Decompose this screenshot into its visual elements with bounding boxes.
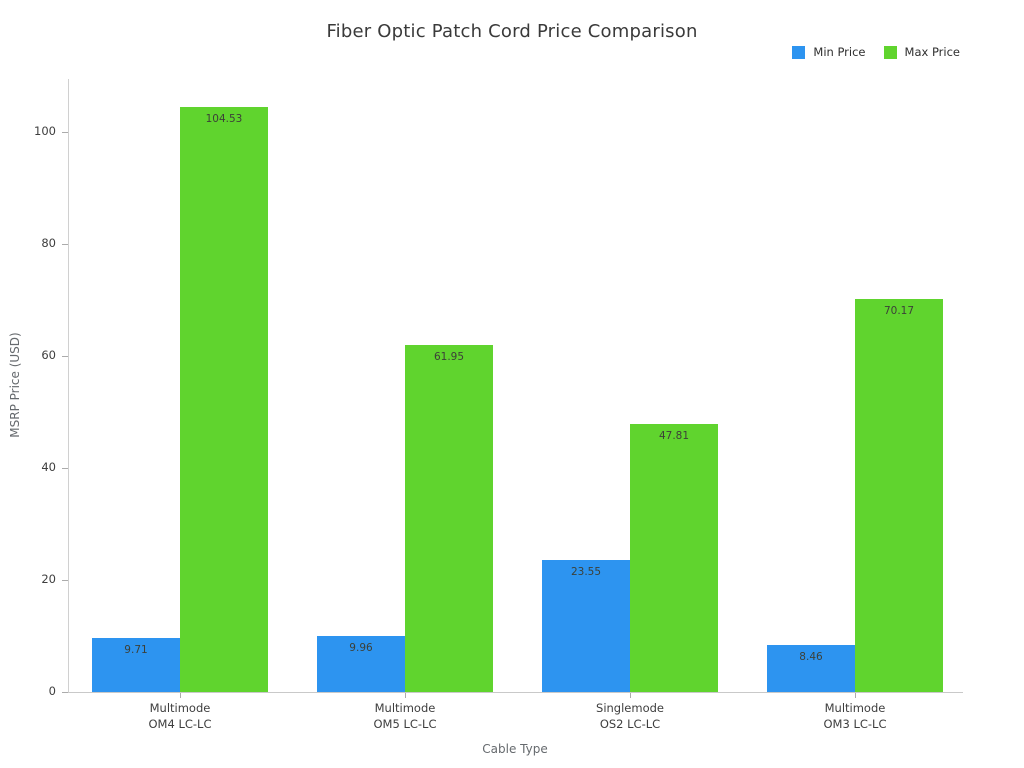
x-tick-label: Singlemode OS2 LC-LC	[596, 701, 664, 731]
bar-value-label: 61.95	[433, 351, 465, 363]
x-axis-label: Cable Type	[482, 742, 548, 756]
legend-item-min-price: Min Price	[792, 45, 866, 59]
x-tick-label: Multimode OM5 LC-LC	[373, 701, 437, 731]
x-tick-label: Multimode OM3 LC-LC	[823, 701, 887, 731]
y-tick-mark	[62, 580, 68, 582]
bar-value-label: 70.17	[883, 305, 915, 317]
bar-min-price	[317, 636, 405, 692]
legend: Min Price Max Price	[792, 45, 960, 59]
y-tick-label: 0	[48, 684, 56, 698]
y-tick-mark	[62, 132, 68, 134]
legend-label: Max Price	[904, 45, 960, 59]
y-tick-mark	[62, 244, 68, 246]
x-tick-mark	[630, 693, 631, 698]
legend-item-max-price: Max Price	[883, 45, 960, 59]
bar-value-label: 47.81	[658, 430, 690, 442]
bar-max-price	[180, 107, 268, 692]
x-tick-mark	[180, 693, 181, 698]
y-tick-mark	[62, 356, 68, 358]
bar-min-price	[92, 638, 180, 692]
x-tick-mark	[405, 693, 406, 698]
x-tick-mark	[855, 693, 856, 698]
bar-min-price	[542, 560, 630, 692]
legend-label: Min Price	[813, 45, 866, 59]
y-tick-label: 40	[41, 460, 56, 475]
y-tick-label: 60	[41, 348, 56, 363]
chart-title: Fiber Optic Patch Cord Price Comparison	[326, 21, 698, 42]
y-tick-label: 100	[34, 124, 56, 139]
bar-value-label: 23.55	[570, 566, 602, 578]
bar-value-label: 9.96	[349, 642, 373, 654]
plot-area	[68, 79, 963, 693]
y-tick-mark	[62, 468, 68, 470]
bar-value-label: 9.71	[124, 644, 148, 656]
bar-min-price	[767, 645, 855, 692]
legend-swatch-icon	[792, 45, 806, 59]
y-tick-label: 80	[41, 236, 56, 251]
y-tick-mark	[62, 692, 68, 693]
legend-swatch-icon	[883, 45, 897, 59]
bar-max-price	[405, 345, 493, 692]
bar-max-price	[855, 299, 943, 692]
bar-max-price	[630, 424, 718, 692]
y-tick-label: 20	[41, 572, 56, 587]
bar-value-label: 8.46	[799, 651, 823, 663]
bar-value-label: 104.53	[205, 113, 243, 125]
x-tick-label: Multimode OM4 LC-LC	[148, 701, 212, 731]
